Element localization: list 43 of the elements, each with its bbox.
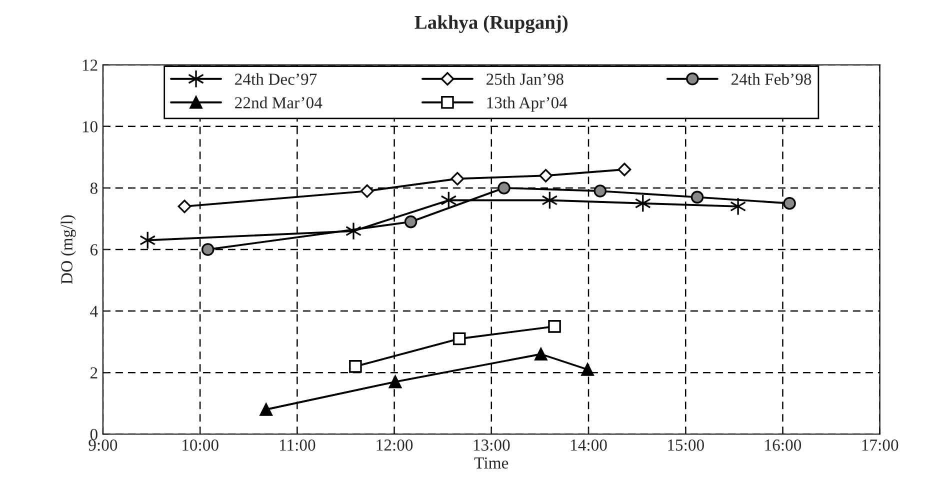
- x-tick-label: 11:00: [280, 439, 316, 451]
- chart-title: Lakhya (Rupganj): [414, 15, 568, 34]
- legend-label: 25th Jan’98: [486, 73, 564, 85]
- y-tick-label: 6: [90, 244, 98, 256]
- point: [260, 403, 272, 416]
- legend-label: 22nd Mar’04: [235, 96, 322, 108]
- point: [690, 190, 704, 204]
- point: [783, 196, 796, 210]
- y-axis-title: DO (mg/l): [60, 215, 76, 284]
- x-tick-label: 10:00: [182, 439, 218, 451]
- point: [594, 184, 607, 198]
- x-tick-label: 9:00: [88, 439, 118, 451]
- y-tick-label: 0: [90, 428, 98, 440]
- x-tick-label: 13:00: [474, 439, 510, 451]
- y-tick-label: 12: [82, 60, 98, 71]
- point: [388, 375, 402, 388]
- point: [498, 182, 510, 194]
- point: [730, 197, 746, 216]
- point: [360, 184, 374, 198]
- point: [201, 243, 214, 256]
- point: [534, 348, 548, 361]
- x-tick-label: 16:00: [765, 439, 802, 451]
- x-tick-label: 14:00: [570, 439, 607, 451]
- legend-label: 24th Dec’97: [235, 73, 317, 85]
- point: [618, 162, 632, 176]
- point: [178, 200, 192, 214]
- y-tick-label: 8: [90, 182, 98, 194]
- y-tick-label: 2: [90, 367, 98, 378]
- point: [450, 172, 464, 186]
- x-axis-title: Time: [474, 457, 508, 469]
- point: [548, 320, 561, 333]
- x-tick-label: 12:00: [376, 439, 413, 451]
- point: [404, 215, 418, 228]
- point: [539, 168, 553, 182]
- point: [349, 360, 362, 373]
- x-tick-label: 17:00: [862, 439, 898, 451]
- y-tick-label: 4: [90, 306, 98, 317]
- point: [452, 332, 466, 346]
- y-tick-label: 10: [82, 121, 98, 132]
- legend-label: 24th Feb’98: [732, 73, 812, 85]
- point: [581, 363, 594, 376]
- x-tick-label: 15:00: [668, 439, 704, 451]
- legend-label: 13th Apr’04: [487, 96, 568, 112]
